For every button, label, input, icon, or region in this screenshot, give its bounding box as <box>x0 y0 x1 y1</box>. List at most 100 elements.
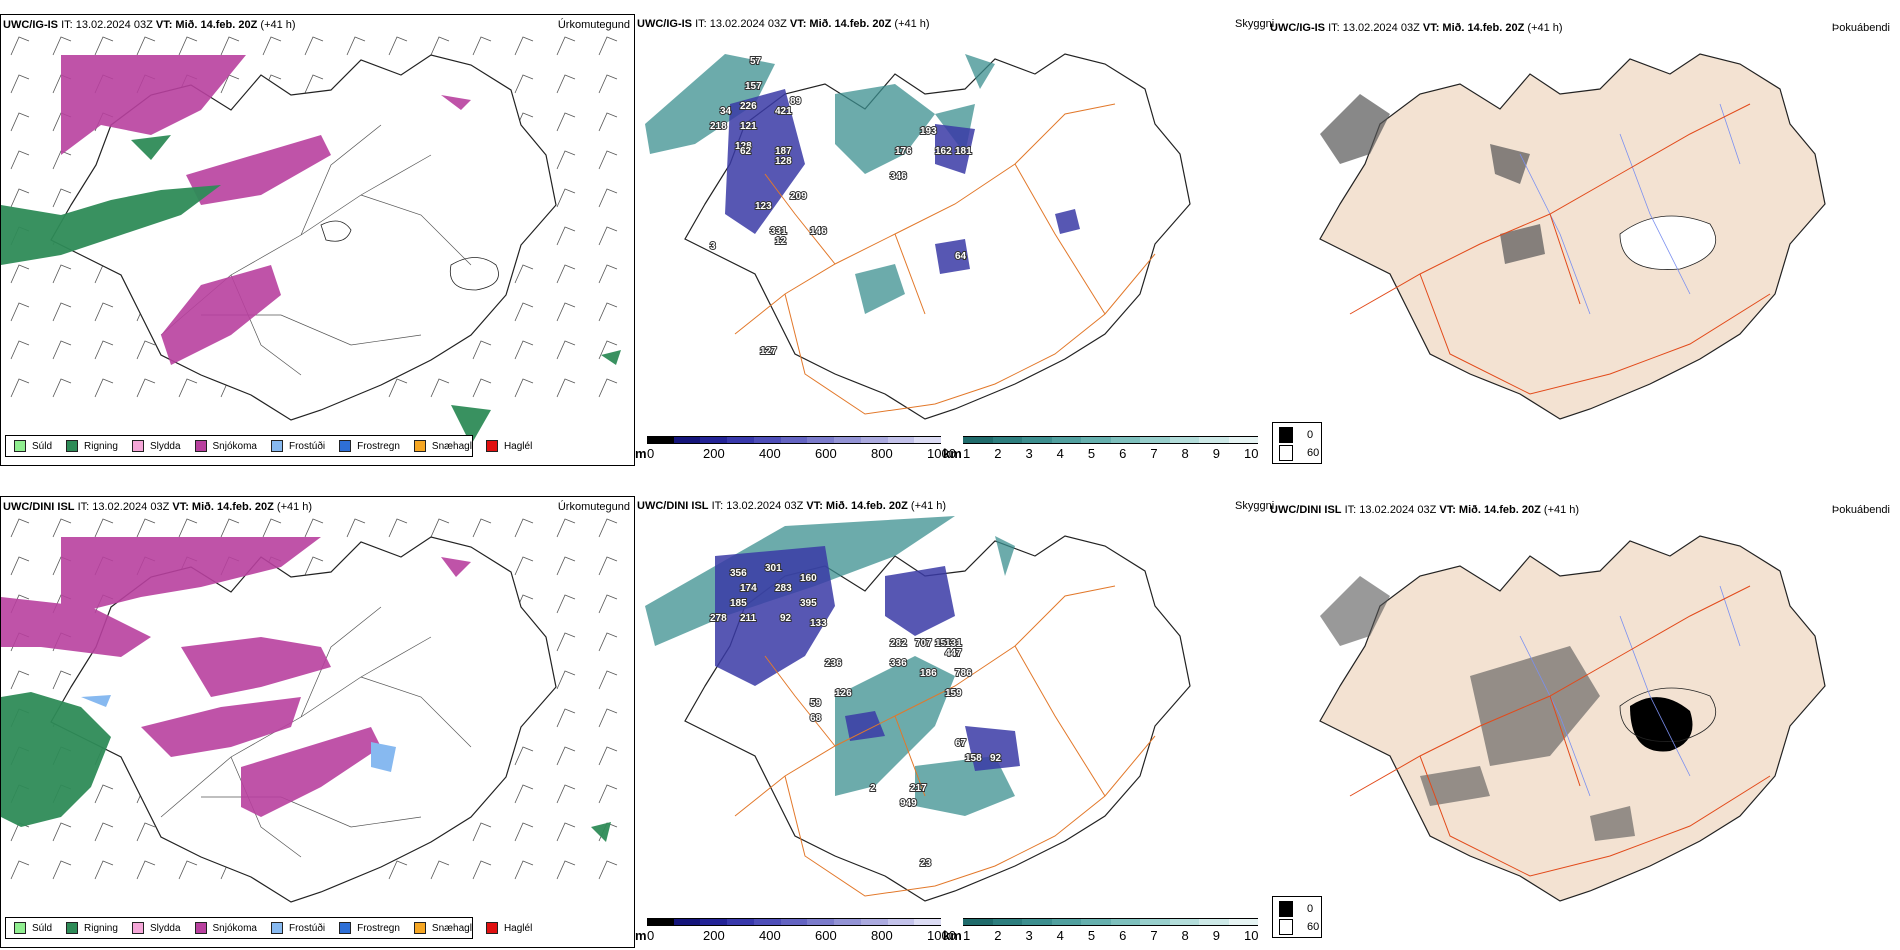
wind-barb <box>178 36 198 56</box>
colorbar-tick-label: 1000 <box>927 446 956 461</box>
valid-time: Mið. 14.feb. 20Z <box>175 19 258 31</box>
visibility-panel-row1: UWC/IG-IS IT: 13.02.2024 03Z VT: Mið. 14… <box>635 14 1265 466</box>
iceland-land <box>1319 53 1826 420</box>
wind-barb <box>598 150 618 170</box>
wind-barb <box>598 226 618 246</box>
colorbar-swatch <box>780 918 808 926</box>
legend-item: Súld <box>14 440 52 452</box>
colorbar-swatch <box>727 918 754 926</box>
visibility-value: 193 <box>920 126 937 137</box>
visibility-value: 211 <box>740 613 757 624</box>
legend-label: Rigning <box>84 922 118 934</box>
road-network <box>734 585 1156 897</box>
wind-barb <box>10 670 30 690</box>
model-name: UWC/DINI ISL <box>637 500 709 512</box>
visibility-value: 3 <box>710 241 716 252</box>
wind-barb <box>598 594 618 614</box>
wind-barb <box>10 518 30 538</box>
wind-barb <box>10 188 30 208</box>
colorbar-tick-label: 5 <box>1087 928 1096 943</box>
colorbar-swatch <box>1228 436 1258 444</box>
legend-item: Frostregn <box>339 440 400 452</box>
legend-label: Frostúði <box>288 922 326 934</box>
legend-label: Frostregn <box>357 440 400 452</box>
precip-type-map <box>1 36 621 445</box>
wind-barb <box>472 518 492 538</box>
visibility-value: 346 <box>890 171 907 182</box>
wind-barb <box>388 518 408 538</box>
legend-swatch <box>66 440 79 452</box>
wind-barb <box>136 822 156 842</box>
wind-barb <box>94 340 114 360</box>
colorbar-swatch <box>647 918 674 926</box>
legend-swatch <box>339 922 352 934</box>
wind-barb <box>10 264 30 284</box>
legend-swatch <box>413 440 426 452</box>
colorbar-tick-label: 400 <box>759 446 781 461</box>
panel-header: UWC/IG-IS IT: 13.02.2024 03Z VT: Mið. 14… <box>1270 22 1563 34</box>
valid-time: Mið. 14.feb. 20Z <box>1458 504 1541 516</box>
fog-legend: 0 60 <box>1272 422 1322 464</box>
model-name: UWC/DINI ISL <box>3 501 75 513</box>
visibility-value: 217 <box>910 783 927 794</box>
colorbar-tick-label: 3 <box>1025 446 1033 461</box>
valid-time: Mið. 14.feb. 20Z <box>809 18 892 30</box>
visibility-value: 218 <box>710 121 727 132</box>
colorbar-tick-label: 800 <box>871 928 893 943</box>
wind-barb <box>598 264 618 284</box>
visibility-shading <box>725 89 1080 274</box>
model-name: UWC/IG-IS <box>1270 22 1325 34</box>
colorbar-tick-label: 6 <box>1119 928 1127 943</box>
panel-header: UWC/DINI ISL IT: 13.02.2024 03Z VT: Mið.… <box>3 501 312 513</box>
visibility-value: 226 <box>740 101 757 112</box>
model-name: UWC/DINI ISL <box>1270 504 1342 516</box>
wind-barb <box>598 784 618 804</box>
visibility-value: 126 <box>835 688 852 699</box>
wind-barb <box>556 150 576 170</box>
wind-barb <box>598 708 618 728</box>
wind-barb <box>598 556 618 576</box>
wind-barb <box>598 746 618 766</box>
colorbar-tick-label: 6 <box>1119 446 1127 461</box>
colorbar-swatch <box>1169 436 1199 444</box>
visibility-value: 133 <box>810 618 827 629</box>
visibility-value: 59 <box>810 698 822 709</box>
wind-barb <box>262 518 282 538</box>
legend-item: Rigning <box>66 922 118 934</box>
snow-area <box>1 537 471 817</box>
fog-dense <box>1630 697 1693 752</box>
colorbar-tick-label: 7 <box>1150 446 1158 461</box>
fog-index-map <box>1319 535 1826 902</box>
colorbar-swatch <box>914 918 941 926</box>
visibility-panel-row2: UWC/DINI ISL IT: 13.02.2024 03Z VT: Mið.… <box>635 496 1265 948</box>
colorbar-km: km 1 2 3 4 5 6 7 8 9 10 <box>943 436 1258 462</box>
visibility-value: 92 <box>990 753 1002 764</box>
visibility-map: 356 301 160 174 283 185 395 278 211 92 133 236 126 59… <box>645 516 1191 902</box>
wind-barb <box>556 822 576 842</box>
wind-barb <box>514 340 534 360</box>
visibility-value: 158 <box>965 753 982 764</box>
visibility-value: 283 <box>775 583 792 594</box>
visibility-value: 331 <box>770 226 787 237</box>
valid-time: Mið. 14.feb. 20Z <box>191 501 274 513</box>
wind-barb <box>52 340 72 360</box>
colorbar-swatch <box>887 436 915 444</box>
legend-swatch <box>270 440 283 452</box>
colorbar-swatch <box>1169 918 1199 926</box>
wind-barb <box>598 518 618 538</box>
precip-type-panel-row1: UWC/IG-IS IT: 13.02.2024 03Z VT: Mið. 14… <box>0 14 635 466</box>
wind-barb <box>514 36 534 56</box>
colorbar-tick-label: 800 <box>871 446 893 461</box>
colorbar-swatch <box>992 436 1022 444</box>
visibility-value: 67 <box>955 738 967 749</box>
wind-barb <box>598 632 618 652</box>
wind-barb <box>430 518 450 538</box>
wind-barb <box>556 860 576 880</box>
wind-barb <box>304 74 324 94</box>
colorbar-swatch <box>963 436 993 444</box>
legend-item: Haglél <box>485 922 532 934</box>
legend-label: Súld <box>32 440 53 452</box>
colorbar-tick-label: 1 <box>963 928 971 943</box>
wind-barb <box>556 670 576 690</box>
